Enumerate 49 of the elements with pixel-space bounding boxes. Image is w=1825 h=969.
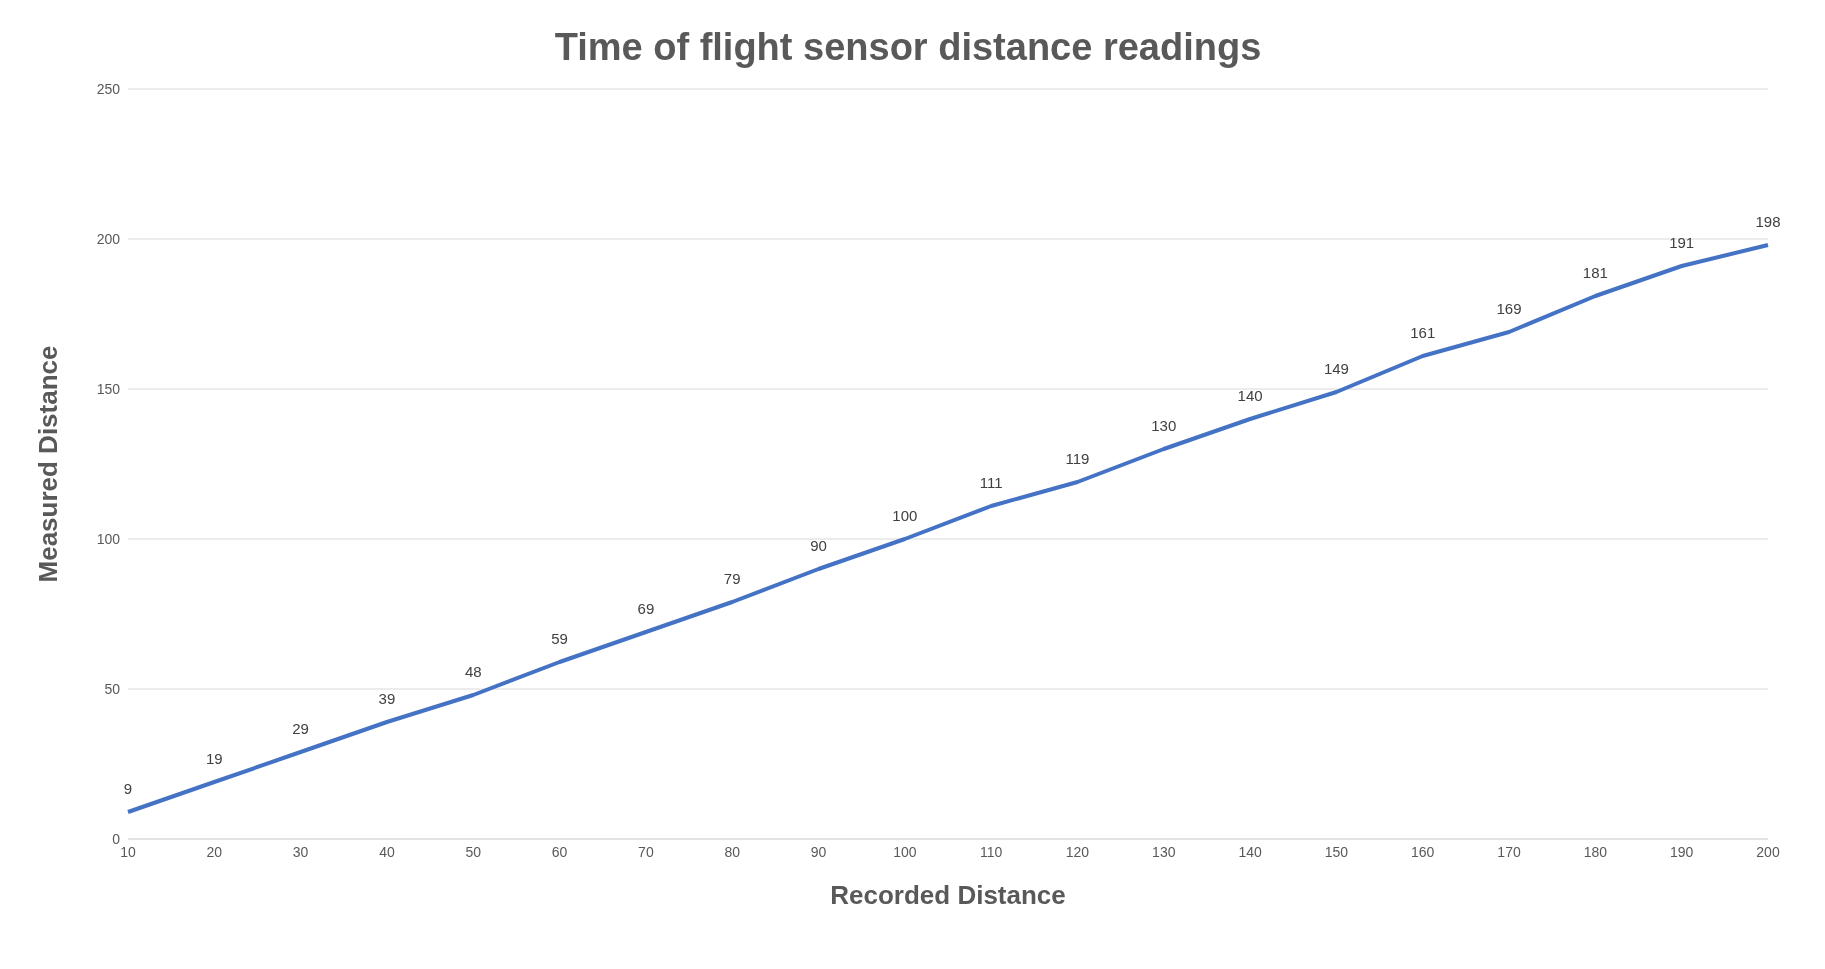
x-tick-label: 60	[551, 843, 568, 860]
x-tick-label: 50	[465, 843, 482, 860]
chart-title: Time of flight sensor distance readings	[553, 25, 1263, 69]
y-tick-label: 100	[96, 530, 121, 547]
data-label: 100	[892, 507, 918, 524]
x-tick-label: 40	[379, 843, 395, 860]
data-label: 169	[1496, 300, 1522, 317]
x-tick-label: 190	[1670, 843, 1694, 860]
x-tick-label: 90	[810, 843, 827, 860]
data-label: 39	[378, 690, 396, 707]
data-label: 181	[1582, 264, 1608, 281]
data-label: 9	[123, 780, 133, 797]
x-tick-label: 200	[1756, 843, 1780, 860]
data-label: 130	[1151, 417, 1177, 434]
x-tick-label: 20	[206, 843, 223, 860]
x-tick-label: 70	[638, 843, 654, 860]
x-tick-label: 30	[292, 843, 309, 860]
data-label: 90	[810, 537, 827, 554]
data-label: 29	[292, 720, 309, 737]
x-tick-label: 160	[1411, 843, 1435, 860]
y-tick-label: 200	[96, 230, 121, 247]
data-label: 19	[205, 750, 223, 767]
x-axis-title: Recorded Distance	[830, 880, 1066, 910]
data-label: 111	[979, 474, 1003, 491]
data-label: 69	[637, 600, 655, 617]
data-label: 161	[1410, 324, 1436, 341]
data-label: 140	[1237, 387, 1263, 404]
y-tick-label: 250	[96, 80, 121, 97]
data-label: 59	[551, 630, 568, 647]
data-label: 48	[464, 663, 482, 680]
data-label: 198	[1755, 213, 1781, 230]
data-label: 149	[1323, 360, 1349, 377]
x-tick-label: 130	[1152, 843, 1176, 860]
data-label: 191	[1669, 234, 1695, 251]
x-tick-label: 170	[1497, 843, 1521, 860]
x-tick-label: 80	[724, 843, 741, 860]
x-tick-label: 100	[893, 843, 917, 860]
x-tick-label: 10	[120, 843, 136, 860]
x-tick-label: 150	[1324, 843, 1349, 860]
y-axis-title: Measured Distance	[33, 345, 64, 583]
y-tick-label: 150	[96, 380, 121, 397]
x-tick-label: 120	[1065, 843, 1090, 860]
data-label: 119	[1065, 450, 1090, 467]
data-label: 79	[723, 570, 741, 587]
x-tick-label: 140	[1238, 843, 1262, 860]
x-tick-label: 180	[1583, 843, 1608, 860]
y-tick-label: 50	[104, 680, 121, 697]
y-tick-label: 0	[112, 830, 121, 847]
x-tick-label: 110	[979, 843, 1003, 860]
